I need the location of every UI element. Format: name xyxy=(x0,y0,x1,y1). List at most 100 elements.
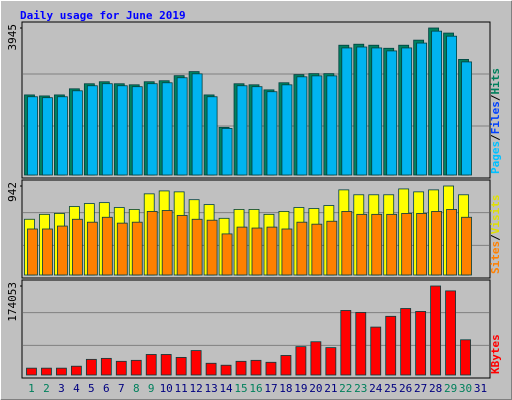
bar xyxy=(191,218,203,276)
x-tick-label: 7 xyxy=(118,382,125,395)
bar xyxy=(460,339,471,376)
bar xyxy=(445,290,456,376)
bar xyxy=(146,211,158,276)
bar xyxy=(86,221,98,276)
bar xyxy=(280,355,292,376)
bar xyxy=(221,233,233,276)
bar xyxy=(401,212,413,276)
legend-entry: Files xyxy=(489,101,502,134)
bar xyxy=(281,84,293,176)
x-tick-label: 28 xyxy=(429,382,442,395)
bar xyxy=(27,96,38,176)
x-tick-label: 23 xyxy=(354,382,367,395)
bar xyxy=(356,46,368,176)
bar xyxy=(461,61,472,176)
x-tick-label: 19 xyxy=(294,382,307,395)
x-tick-label: 24 xyxy=(369,382,383,395)
bar xyxy=(311,75,323,176)
bar xyxy=(220,364,232,376)
bar xyxy=(70,365,82,376)
x-tick-label: 22 xyxy=(339,382,352,395)
bar xyxy=(221,128,233,176)
x-tick-label: 10 xyxy=(160,382,173,395)
legend-separator: / xyxy=(489,234,502,241)
x-tick-label: 11 xyxy=(175,382,188,395)
bar xyxy=(206,96,218,176)
bar xyxy=(101,216,113,276)
bar xyxy=(41,367,52,376)
chart-title: Daily usage for June 2019 xyxy=(20,9,186,22)
x-tick-label: 13 xyxy=(204,382,217,395)
x-tick-label: 26 xyxy=(399,382,412,395)
x-tick-label: 18 xyxy=(279,382,292,395)
legend: Sites/Visits xyxy=(489,195,502,275)
x-tick-label: 31 xyxy=(474,382,487,395)
x-tick-label: 14 xyxy=(219,382,233,395)
bar xyxy=(130,359,142,376)
legend-separator: / xyxy=(489,134,502,141)
bar xyxy=(430,285,442,376)
x-tick-label: 25 xyxy=(384,382,397,395)
bar xyxy=(355,312,367,376)
bar xyxy=(341,47,353,176)
bar xyxy=(251,86,263,176)
bar xyxy=(146,83,158,176)
bar xyxy=(57,96,68,176)
legend-entry: Visits xyxy=(489,195,502,235)
legend-separator: / xyxy=(489,94,502,101)
bar xyxy=(175,356,187,376)
legend-entry: Hits xyxy=(489,68,502,95)
bar xyxy=(385,315,397,376)
bar xyxy=(266,226,278,276)
bar xyxy=(386,50,398,176)
bar xyxy=(101,83,113,176)
bar xyxy=(371,47,383,176)
bar xyxy=(160,354,172,376)
bar xyxy=(281,228,293,276)
x-tick-label: 16 xyxy=(249,382,262,395)
bar xyxy=(191,73,203,176)
bar xyxy=(446,209,457,276)
bar xyxy=(401,47,413,176)
bar xyxy=(57,225,68,276)
y-tick-label: 942 xyxy=(6,182,19,202)
bar xyxy=(416,42,428,176)
bar xyxy=(42,228,53,276)
x-tick-label: 4 xyxy=(73,382,80,395)
legend-entry: Sites xyxy=(489,241,502,274)
bar xyxy=(71,218,83,276)
bar xyxy=(311,223,323,276)
bar xyxy=(145,354,157,376)
bar xyxy=(131,86,143,176)
bar xyxy=(116,222,128,276)
bar xyxy=(86,85,98,176)
x-tick-label: 1 xyxy=(28,382,35,395)
bar xyxy=(326,75,338,176)
bar xyxy=(371,213,383,276)
x-tick-label: 5 xyxy=(88,382,95,395)
x-tick-label: 27 xyxy=(414,382,427,395)
bar xyxy=(251,227,263,276)
y-tick-label: 3945 xyxy=(6,24,19,51)
bar xyxy=(116,85,128,176)
bar xyxy=(250,359,262,376)
bar xyxy=(341,211,353,276)
x-tick-label: 12 xyxy=(190,382,203,395)
bar xyxy=(115,360,127,376)
bar xyxy=(100,357,112,376)
bar xyxy=(176,214,188,276)
bar xyxy=(296,221,308,276)
bar xyxy=(161,210,173,276)
x-tick-label: 6 xyxy=(103,382,110,395)
x-tick-label: 21 xyxy=(324,382,337,395)
bar xyxy=(235,360,247,376)
bar xyxy=(42,97,53,176)
bar xyxy=(236,85,248,176)
bar xyxy=(296,76,308,176)
bar xyxy=(56,367,67,376)
bar xyxy=(161,82,173,176)
y-tick-label: 174053 xyxy=(6,282,19,322)
bar xyxy=(415,311,427,376)
